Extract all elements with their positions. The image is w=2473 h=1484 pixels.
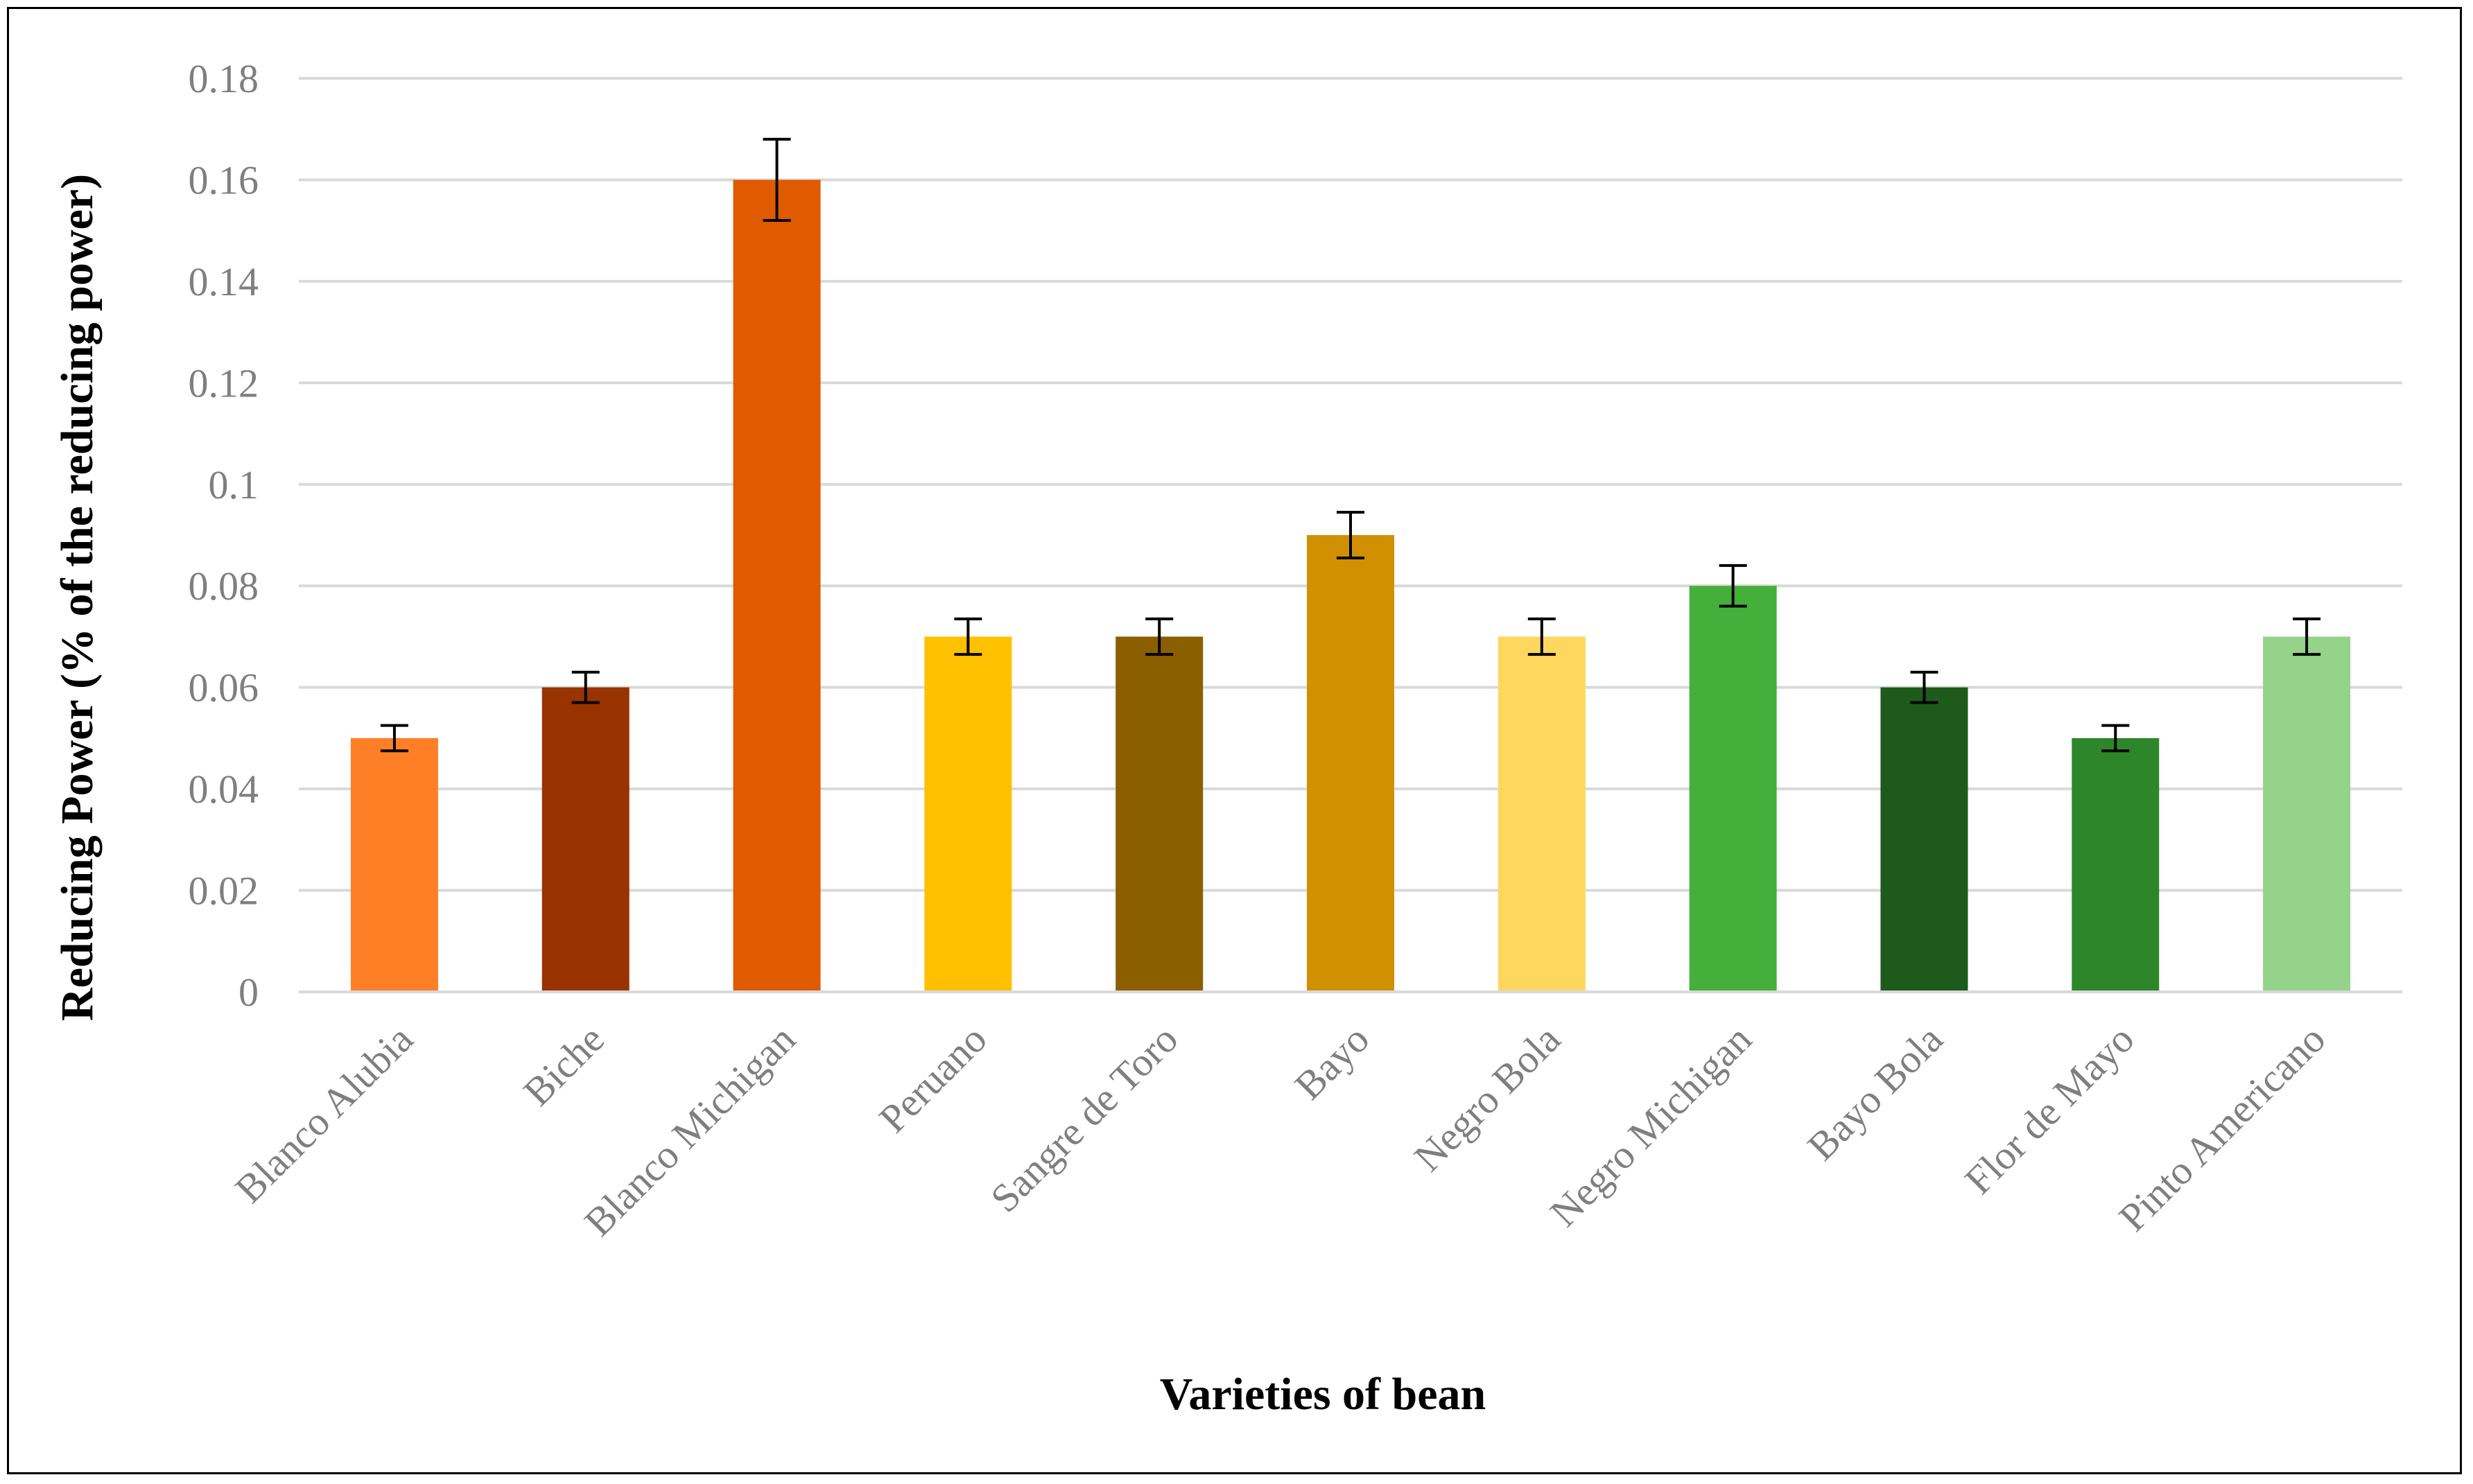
- bar-peruano: [924, 636, 1012, 992]
- error-bar: [1337, 511, 1364, 559]
- error-bar: [1719, 564, 1747, 608]
- error-bar: [2293, 617, 2321, 656]
- error-bar: [1145, 617, 1174, 656]
- error-bar: [763, 137, 791, 222]
- error-bar: [1910, 670, 1938, 704]
- gridlines: [299, 77, 2402, 892]
- y-tick-label: 0.14: [189, 259, 259, 304]
- y-axis-title: Reducing Power (% of the reducing power): [52, 174, 103, 1021]
- bar-flor-de-mayo: [2072, 737, 2160, 992]
- bar-chart: 0 0.02 0.04 0.06 0.08 0.1 0.12 0.14 0.16 0.18 Bla…: [52, 56, 2402, 1420]
- error-bar: [1527, 617, 1556, 656]
- bar-negro-bola: [1498, 636, 1586, 992]
- y-tick-label: 0: [238, 970, 259, 1015]
- y-tick-label: 0.08: [189, 564, 259, 609]
- bar-sangre-de-toro: [1116, 636, 1204, 992]
- y-tick-label: 0.02: [189, 868, 259, 914]
- bar-biche: [541, 687, 630, 992]
- bar-pinto-americano: [2263, 636, 2351, 992]
- x-tick-label: Pinto Americano: [2110, 1016, 2334, 1240]
- error-bar: [571, 670, 600, 704]
- x-axis-title: Varieties of bean: [1160, 1369, 1486, 1420]
- x-tick-label: Sangre de Toro: [982, 1016, 1186, 1221]
- bar-blanco-alubia: [350, 737, 438, 992]
- error-bar: [954, 617, 982, 656]
- bars: [350, 180, 2351, 992]
- y-tick-labels: 0 0.02 0.04 0.06 0.08 0.1 0.12 0.14 0.16 0.18: [189, 56, 259, 1015]
- error-bar: [380, 724, 408, 753]
- y-tick-label: 0.06: [189, 665, 259, 710]
- x-tick-label: Bayo Bola: [1798, 1016, 1951, 1169]
- x-tick-label: Blanco Alubia: [226, 1016, 422, 1212]
- x-tick-label: Flor de Mayo: [1956, 1016, 2142, 1203]
- y-tick-label: 0.16: [189, 157, 259, 202]
- chart-frame: 0 0.02 0.04 0.06 0.08 0.1 0.12 0.14 0.16 0.18 Bla…: [7, 7, 2462, 1474]
- y-tick-label: 0.18: [189, 56, 259, 101]
- x-tick-label: Bayo: [1286, 1016, 1378, 1108]
- bar-bayo: [1307, 535, 1394, 992]
- bar-blanco-michigan: [733, 180, 821, 992]
- bar-bayo-bola: [1880, 687, 1968, 992]
- x-tick-label: Biche: [514, 1016, 613, 1115]
- bar-negro-michigan: [1689, 586, 1777, 992]
- x-tick-label: Negro Bola: [1405, 1016, 1569, 1180]
- error-bar: [2101, 724, 2130, 753]
- y-tick-label: 0.1: [209, 462, 259, 507]
- error-bars: [380, 137, 2321, 753]
- x-tick-label: Peruano: [870, 1016, 995, 1141]
- y-tick-label: 0.12: [189, 360, 259, 405]
- x-tick-label: Negro Michigan: [1541, 1016, 1760, 1235]
- y-tick-label: 0.04: [189, 767, 259, 812]
